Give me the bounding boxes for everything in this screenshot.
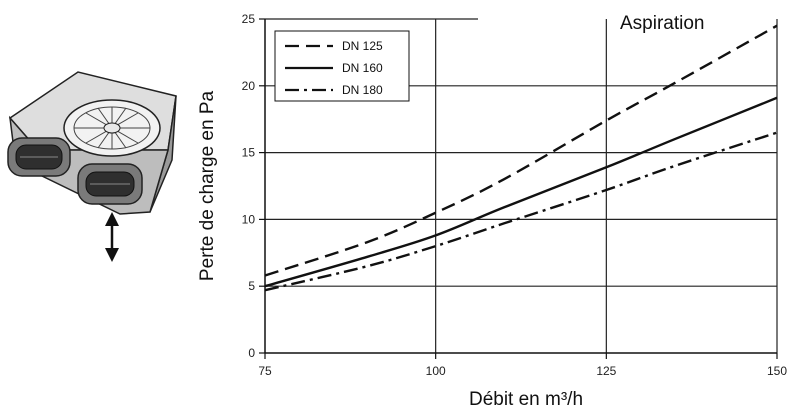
- double-vertical-arrow-icon: [105, 212, 119, 262]
- series-line-dn-125: [264, 24, 778, 277]
- y-tick-label-25: 25: [242, 12, 256, 26]
- x-tick-label-100: 100: [426, 364, 446, 378]
- legend: DN 125 DN 160 DN 180: [274, 30, 410, 102]
- axes: [264, 19, 777, 354]
- legend-label-dn-180: DN 180: [342, 83, 383, 97]
- x-tick-label-75: 75: [258, 364, 272, 378]
- y-tick-label-10: 10: [242, 212, 256, 226]
- legend-label-dn-125: DN 125: [342, 39, 383, 53]
- y-tick-labels: 0 5 10 15 20 25: [242, 12, 265, 360]
- y-tick-label-20: 20: [242, 79, 256, 93]
- y-tick-label-15: 15: [242, 146, 256, 160]
- x-tick-labels: 75 100 125 150: [258, 353, 787, 378]
- duct-outlet-right: [77, 163, 143, 205]
- series-line-dn-160: [264, 96, 778, 288]
- series-lines: [264, 24, 778, 292]
- y-axis-title: Perte de charge en Pa: [197, 91, 218, 282]
- x-tick-label-150: 150: [767, 364, 787, 378]
- series-line-dn-180: [264, 131, 778, 292]
- grid-lines: [265, 18, 778, 353]
- x-axis-title: Débit en m³/h: [469, 389, 583, 410]
- x-tick-label-125: 125: [596, 364, 616, 378]
- y-tick-label-5: 5: [248, 279, 255, 293]
- y-tick-label-0: 0: [248, 346, 255, 360]
- title-background: [612, 8, 738, 36]
- legend-label-dn-160: DN 160: [342, 61, 383, 75]
- duct-outlet-left: [7, 137, 71, 177]
- chart-title: Aspiration: [620, 13, 705, 34]
- ventilation-plenum-box-icon: [7, 71, 177, 215]
